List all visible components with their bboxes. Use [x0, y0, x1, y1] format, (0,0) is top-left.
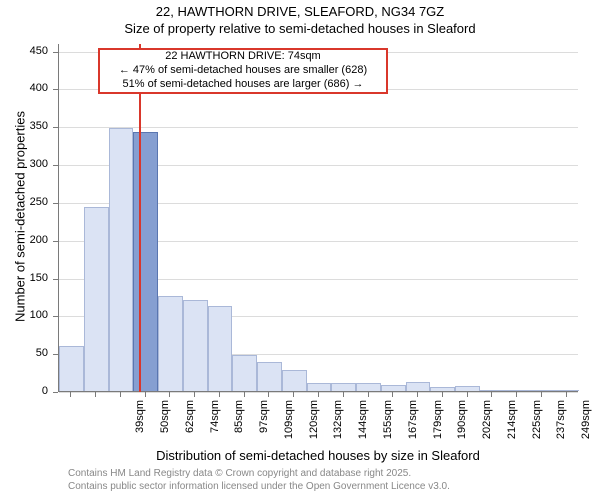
- bar: [109, 128, 134, 391]
- x-tick-mark: [417, 392, 418, 397]
- x-tick-mark: [491, 392, 492, 397]
- footer-line2: Contains public sector information licen…: [68, 481, 450, 492]
- y-tick-mark: [53, 203, 58, 204]
- bar: [232, 355, 257, 391]
- x-tick-mark: [467, 392, 468, 397]
- y-tick-label: 0: [0, 385, 48, 397]
- bar: [480, 390, 505, 391]
- y-tick-mark: [53, 165, 58, 166]
- x-tick-mark: [194, 392, 195, 397]
- y-axis-title: Number of semi-detached properties: [13, 67, 28, 367]
- bar: [208, 306, 233, 391]
- y-tick-mark: [53, 89, 58, 90]
- y-tick-mark: [53, 52, 58, 53]
- x-tick-mark: [343, 392, 344, 397]
- y-tick-mark: [53, 392, 58, 393]
- bar: [257, 362, 282, 391]
- chart-container: 22, HAWTHORN DRIVE, SLEAFORD, NG34 7GZ S…: [0, 0, 600, 500]
- bar: [430, 387, 455, 391]
- y-tick-mark: [53, 241, 58, 242]
- highlight-marker-line: [139, 44, 141, 392]
- bar: [406, 382, 431, 391]
- x-tick-mark: [442, 392, 443, 397]
- x-tick-mark: [293, 392, 294, 397]
- x-tick-mark: [120, 392, 121, 397]
- bar: [59, 346, 84, 391]
- bar: [84, 207, 109, 391]
- x-tick-mark: [268, 392, 269, 397]
- gridline: [59, 127, 578, 128]
- x-tick-mark: [368, 392, 369, 397]
- plot-area: [58, 44, 578, 392]
- title-line1: 22, HAWTHORN DRIVE, SLEAFORD, NG34 7GZ: [0, 4, 600, 19]
- bar: [307, 383, 332, 391]
- bar: [505, 390, 530, 391]
- x-tick-label: 249sqm: [580, 400, 592, 460]
- x-tick-mark: [219, 392, 220, 397]
- y-tick-mark: [53, 279, 58, 280]
- x-tick-mark: [318, 392, 319, 397]
- bar: [183, 300, 208, 391]
- title-line2: Size of property relative to semi-detach…: [0, 21, 600, 36]
- bar: [331, 383, 356, 391]
- bar: [554, 390, 579, 391]
- bar: [455, 386, 480, 391]
- bar: [529, 390, 554, 391]
- x-tick-mark: [95, 392, 96, 397]
- bar: [158, 296, 183, 391]
- title-block: 22, HAWTHORN DRIVE, SLEAFORD, NG34 7GZ S…: [0, 4, 600, 36]
- y-tick-mark: [53, 354, 58, 355]
- x-tick-mark: [392, 392, 393, 397]
- annotation-box: 22 HAWTHORN DRIVE: 74sqm ← 47% of semi-d…: [98, 48, 388, 94]
- x-tick-mark: [70, 392, 71, 397]
- y-tick-label: 450: [0, 45, 48, 57]
- x-tick-mark: [516, 392, 517, 397]
- annotation-line3: 51% of semi-detached houses are larger (…: [100, 78, 386, 92]
- bar: [282, 370, 307, 391]
- bar: [381, 385, 406, 391]
- annotation-line2: ← 47% of semi-detached houses are smalle…: [100, 64, 386, 78]
- x-tick-mark: [145, 392, 146, 397]
- y-tick-mark: [53, 127, 58, 128]
- bar-highlighted: [133, 132, 158, 391]
- x-tick-mark: [566, 392, 567, 397]
- x-tick-mark: [244, 392, 245, 397]
- x-axis-title: Distribution of semi-detached houses by …: [58, 448, 578, 463]
- x-tick-mark: [541, 392, 542, 397]
- annotation-line1: 22 HAWTHORN DRIVE: 74sqm: [100, 50, 386, 64]
- footer-line1: Contains HM Land Registry data © Crown c…: [68, 468, 411, 479]
- x-tick-mark: [169, 392, 170, 397]
- bar: [356, 383, 381, 391]
- y-tick-mark: [53, 316, 58, 317]
